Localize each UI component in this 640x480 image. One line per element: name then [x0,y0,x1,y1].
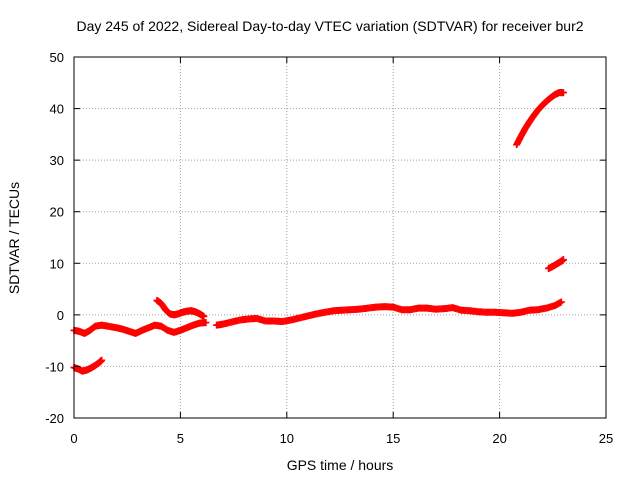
data-point [202,319,210,327]
y-tick-label: 40 [50,102,64,117]
data-point [98,356,106,364]
x-tick-label: 10 [280,431,294,446]
x-tick-label: 15 [386,431,400,446]
y-axis-label: SDTVAR / TECUs [6,182,22,294]
series-high-arc [513,89,567,149]
x-tick-label: 0 [70,431,77,446]
y-tick-label: -10 [45,359,64,374]
chart-title: Day 245 of 2022, Sidereal Day-to-day VTE… [76,18,583,34]
y-tick-label: 30 [50,153,64,168]
y-tick-label: 50 [50,50,64,65]
y-tick-label: 0 [57,308,64,323]
x-tick-label: 20 [492,431,506,446]
plot-frame [73,56,607,419]
series-mid-band [213,298,565,329]
series-late-rise [545,256,567,272]
data-points [70,89,567,375]
y-tick-label: -20 [45,411,64,426]
data-point [559,89,567,97]
data-point [200,312,208,320]
axis-ticks: 0 5 10 15 20 25 -20 -10 0 10 20 30 40 50 [45,50,613,446]
y-tick-label: 20 [50,205,64,220]
data-point [559,256,567,264]
x-axis-label: GPS time / hours [287,457,394,473]
y-tick-label: 10 [50,256,64,271]
series-main-band [70,319,210,337]
x-tick-label: 25 [599,431,613,446]
data-point [557,298,565,306]
series-hump-4h [153,296,208,320]
series-early-dip [70,356,106,375]
grid-lines [74,57,606,418]
x-tick-label: 5 [177,431,184,446]
